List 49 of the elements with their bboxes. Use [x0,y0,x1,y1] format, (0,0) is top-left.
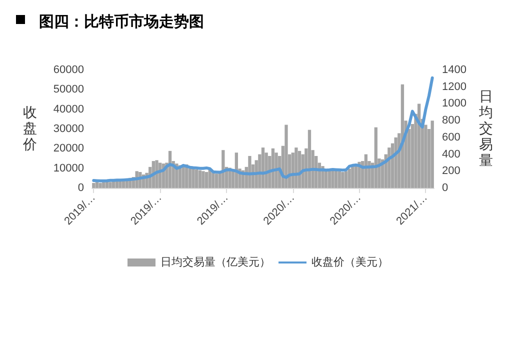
bar [182,166,185,188]
bar [341,172,344,188]
line-series [92,76,434,182]
y2-tick-label: 1400 [442,64,466,76]
y-tick-label: 10000 [53,162,84,174]
y-tick-label: 50000 [53,84,84,96]
y2-tick-label: 800 [442,114,460,127]
bar [308,130,312,188]
bar [212,172,215,188]
y-tick-label: 60000 [53,64,84,76]
y2-tick-label: 400 [442,148,460,160]
bar [344,171,348,188]
y2-tick-label: 200 [442,165,460,178]
bar [284,124,288,188]
legend-label: 收盘价（美元） [312,256,388,268]
bar [202,171,205,188]
bar [108,182,112,188]
y-axis-title: 收盘价 [22,105,37,153]
y2-tick-label: 1200 [442,80,466,93]
chart-title: 图四：比特币市场走势图 [39,12,204,30]
y2-tick-label: 600 [442,131,460,144]
bar [195,169,198,188]
y-tick-label: 40000 [53,103,84,116]
y2-tick-label: 1000 [442,98,466,110]
bar [274,152,278,188]
bar [430,120,434,188]
y-tick-label: 20000 [53,142,84,155]
y2-tick-label: 0 [442,182,448,194]
bar [204,172,208,188]
bar [331,169,334,188]
y-tick-label: 30000 [53,123,84,135]
bar [188,168,192,188]
y-tick-label: 0 [78,182,84,194]
bar [334,170,338,188]
bar [214,174,218,188]
bar [92,182,96,188]
bar [351,166,354,188]
bar [348,168,351,188]
legend-label: 日均交易量（亿美元） [160,256,270,268]
bar [394,137,398,188]
bar [95,182,99,188]
bar [198,170,202,188]
y2-axis-title: 日均交易量 [478,89,493,169]
bar [388,148,391,188]
bar [294,148,298,188]
bar [374,127,378,188]
bar [338,171,341,188]
bar [248,156,252,188]
bar [98,182,102,188]
